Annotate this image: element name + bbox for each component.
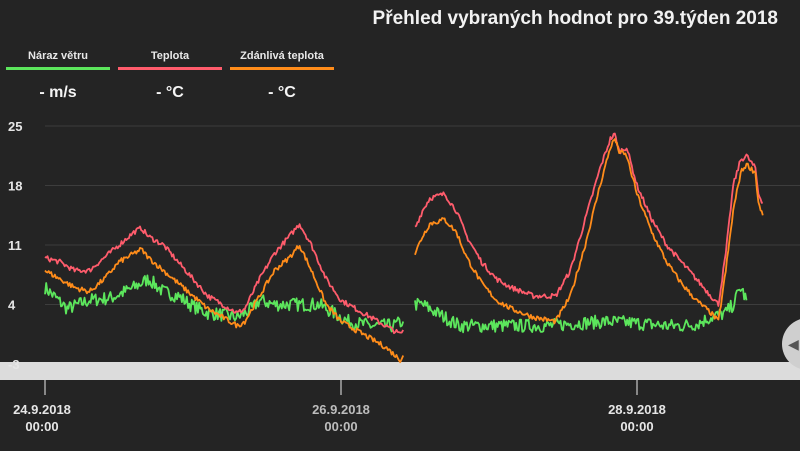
x-axis: 24.9.2018 00:00 26.9.2018 00:00 28.9.2018 00:… bbox=[13, 380, 666, 434]
series-line-2-segment-1[interactable] bbox=[414, 138, 764, 325]
series-line-0-segment-1[interactable] bbox=[414, 287, 748, 334]
series-group bbox=[44, 132, 764, 364]
legend-apparent-temperature[interactable]: Zdánlivá teplota - °C bbox=[230, 50, 334, 102]
legend-wind-gust[interactable]: Náraz větru - m/s bbox=[6, 50, 110, 102]
chevron-left-icon: ◀ bbox=[788, 335, 799, 352]
legend-label: Náraz větru bbox=[28, 50, 88, 62]
legend-value: - °C bbox=[268, 84, 296, 101]
series-line-1-segment-0[interactable] bbox=[44, 223, 404, 335]
x-tick-label: 24.9.2018 bbox=[13, 402, 71, 417]
legend-value: - °C bbox=[156, 84, 184, 101]
chart-title: Přehled vybraných hodnot pro 39.týden 20… bbox=[372, 8, 778, 29]
y-tick-label: 11 bbox=[8, 238, 22, 253]
y-tick-label: 25 bbox=[8, 119, 22, 134]
x-tick-label: 28.9.2018 bbox=[608, 402, 666, 417]
x-tick-time: 00:00 bbox=[324, 419, 357, 434]
legend-value: - m/s bbox=[39, 84, 77, 101]
y-axis: -3 4 11 18 25 bbox=[8, 119, 22, 372]
x-tick-time: 00:00 bbox=[25, 419, 58, 434]
legend-label: Teplota bbox=[150, 50, 190, 62]
scroll-left-button[interactable]: ◀ bbox=[782, 318, 800, 370]
legend-label: Zdánlivá teplota bbox=[240, 50, 324, 62]
legend-swatch bbox=[230, 67, 334, 70]
x-tick-label: 26.9.2018 bbox=[312, 402, 370, 417]
y-tick-label: 18 bbox=[8, 179, 22, 194]
y-tick-label: 4 bbox=[8, 298, 16, 313]
legend-temperature[interactable]: Teplota - °C bbox=[118, 50, 222, 102]
y-tick-label: -3 bbox=[8, 357, 20, 372]
series-line-1-segment-1[interactable] bbox=[414, 132, 764, 307]
range-navigator-bar[interactable] bbox=[0, 362, 800, 380]
series-line-2-segment-0[interactable] bbox=[44, 244, 405, 364]
x-tick-time: 00:00 bbox=[620, 419, 653, 434]
legend-swatch bbox=[118, 67, 222, 70]
legend-swatch bbox=[6, 67, 110, 70]
